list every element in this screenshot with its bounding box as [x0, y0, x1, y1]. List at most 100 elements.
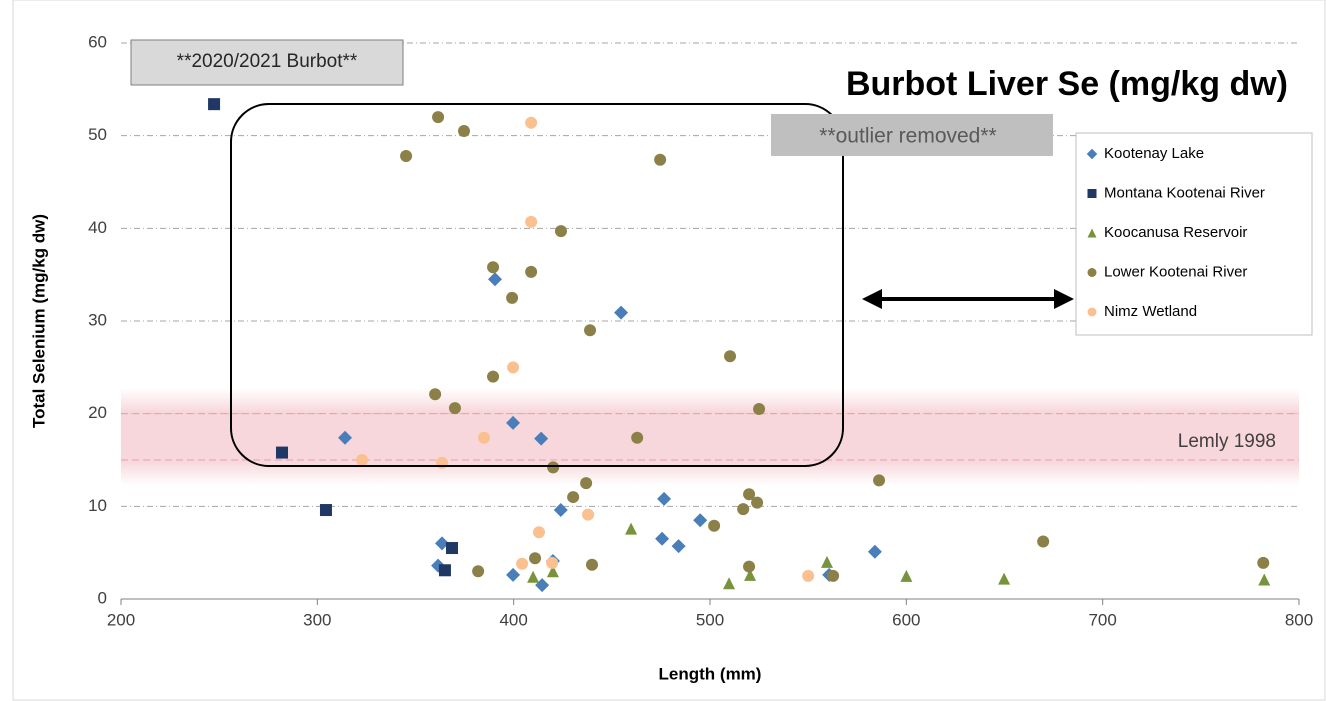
- point: [554, 225, 567, 238]
- point: [487, 370, 500, 383]
- point: [525, 215, 538, 228]
- points: [208, 98, 1271, 593]
- point: [737, 503, 750, 516]
- point: [516, 557, 529, 570]
- legend-text: Kootenay Lake: [1104, 145, 1204, 162]
- x-tick-label: 800: [1285, 610, 1313, 629]
- x-tick-label: 300: [303, 610, 331, 629]
- legend: Kootenay Lake Montana Kootenai River Kooca…: [1075, 132, 1313, 336]
- point: [400, 150, 413, 163]
- legend-text: Nimz Wetland: [1104, 303, 1197, 320]
- point: [873, 474, 886, 487]
- annotation: **2020/2021 Burbot**: [177, 51, 358, 72]
- y-tick-label: 30: [88, 310, 107, 329]
- y-tick-label: 50: [88, 125, 107, 144]
- legend-box: [1075, 132, 1313, 336]
- x-tick-label: 600: [892, 610, 920, 629]
- point: [506, 415, 521, 430]
- y-tick-label: 0: [98, 588, 107, 607]
- point: [356, 454, 369, 466]
- point: [275, 446, 288, 459]
- chart-title: Burbot Liver Se (mg/kg dw): [846, 65, 1288, 103]
- legend-marker: [1087, 228, 1097, 238]
- point: [1257, 556, 1270, 569]
- point: [708, 519, 721, 532]
- point: [507, 361, 520, 374]
- legend-text: Montana Kootenai River: [1104, 184, 1265, 201]
- point: [900, 569, 913, 582]
- point: [472, 565, 485, 578]
- annotation-box: [771, 114, 1053, 156]
- point: [448, 402, 461, 415]
- point: [582, 508, 595, 521]
- point: [821, 555, 834, 568]
- y-tick-label: 40: [88, 218, 107, 237]
- point: [506, 291, 519, 304]
- point: [998, 572, 1011, 585]
- band-label: Lemly 1998: [1178, 431, 1276, 452]
- legend-marker: [1086, 148, 1098, 160]
- point: [525, 265, 538, 278]
- point: [546, 556, 559, 569]
- point: [432, 111, 445, 124]
- point: [546, 565, 559, 578]
- point: [743, 560, 756, 573]
- point: [724, 350, 737, 363]
- point: [319, 504, 332, 517]
- x-tick-label: 200: [107, 610, 135, 629]
- point: [1037, 535, 1050, 548]
- y-tick-label: 60: [88, 32, 107, 51]
- point: [614, 305, 629, 320]
- point: [580, 477, 593, 490]
- grid: 0 10 20 30 40 50 60 200 300 400 500 600 700 800: [88, 32, 1313, 629]
- y-tick-label: 10: [88, 496, 107, 515]
- annotation: **outlier removed**: [819, 125, 996, 148]
- point: [631, 431, 644, 444]
- point: [723, 577, 736, 590]
- annotation-box: [130, 39, 404, 86]
- point: [438, 564, 451, 577]
- x-tick-label: 400: [499, 610, 527, 629]
- point: [457, 125, 470, 138]
- point: [525, 116, 538, 129]
- highlight-box: [230, 103, 844, 467]
- point: [584, 324, 597, 337]
- point: [655, 531, 670, 546]
- y-tick-label: 20: [88, 403, 107, 422]
- x-axis-title: Length (mm): [659, 664, 762, 683]
- point: [654, 153, 667, 166]
- point: [527, 570, 540, 583]
- point: [802, 569, 815, 582]
- point: [586, 558, 599, 571]
- point: [743, 488, 756, 501]
- point: [208, 98, 221, 111]
- point: [867, 544, 882, 559]
- point: [553, 503, 568, 518]
- legend-marker: [1087, 189, 1097, 198]
- point: [1258, 573, 1271, 586]
- point: [567, 491, 580, 504]
- x-tick-label: 500: [696, 610, 724, 629]
- point: [488, 272, 503, 287]
- legend-marker: [1087, 307, 1097, 317]
- y-axis-title: Total Selenium (mg/kg dw): [29, 214, 48, 428]
- point: [751, 496, 764, 509]
- reference-band: Lemly 1998: [121, 388, 1299, 486]
- point: [827, 569, 840, 582]
- point: [693, 513, 708, 528]
- point: [529, 552, 542, 565]
- point: [625, 522, 638, 535]
- point: [506, 567, 521, 582]
- point: [435, 536, 450, 551]
- legend-marker: [1087, 268, 1097, 277]
- point: [338, 430, 353, 445]
- point: [657, 491, 672, 506]
- legend-text: Lower Kootenai River: [1104, 263, 1247, 280]
- point: [446, 542, 459, 555]
- point: [744, 568, 757, 581]
- point: [487, 261, 500, 274]
- point: [535, 578, 550, 593]
- point: [534, 431, 549, 446]
- band-fill: [121, 388, 1299, 486]
